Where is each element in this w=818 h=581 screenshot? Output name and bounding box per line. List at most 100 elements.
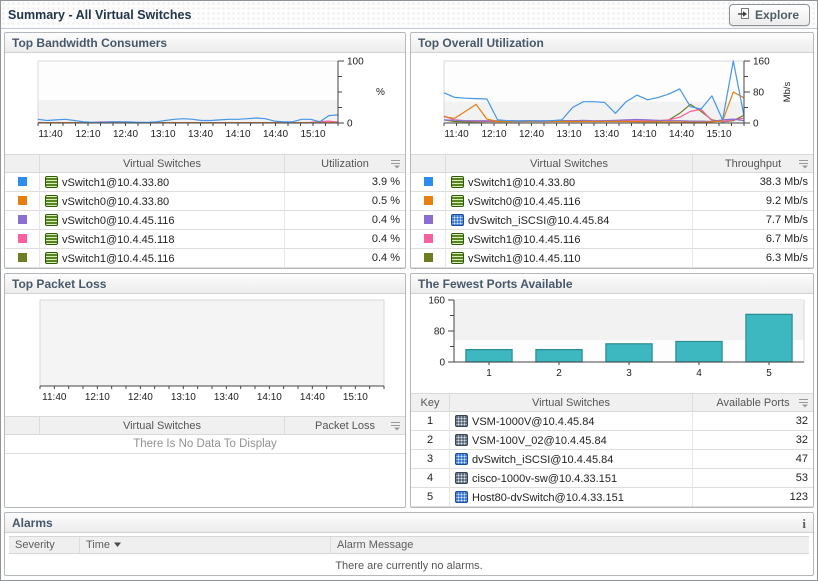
table-row[interactable]: vSwitch1@10.4.45.116 0.4 % xyxy=(5,248,405,268)
svg-text:13:10: 13:10 xyxy=(171,392,196,403)
svg-text:13:40: 13:40 xyxy=(594,129,619,140)
table-row[interactable]: 1 VSM-1000V@10.4.45.84 32 xyxy=(411,411,813,431)
vswitch-icon xyxy=(451,232,464,245)
svg-text:12:10: 12:10 xyxy=(481,129,506,140)
svg-text:0: 0 xyxy=(347,119,353,130)
vswitch-icon xyxy=(45,194,58,207)
table-row[interactable]: 2 VSM-100V_02@10.4.45.84 32 xyxy=(411,430,813,450)
row-value: 6.7 Mb/s xyxy=(692,229,813,249)
title-bar: Summary - All Virtual Switches Explore xyxy=(1,1,817,29)
column-header-virtual-switches: Virtual Switches xyxy=(39,416,285,435)
row-value: 0.5 % xyxy=(284,191,405,211)
switch-name[interactable]: vSwitch0@10.4.45.116 xyxy=(468,195,581,208)
row-key: 1 xyxy=(411,411,450,431)
row-value: 9.2 Mb/s xyxy=(692,191,813,211)
explore-button[interactable]: Explore xyxy=(728,3,810,26)
series-color-swatch xyxy=(17,177,27,186)
series-color-swatch xyxy=(423,234,433,243)
page-title: Summary - All Virtual Switches xyxy=(8,7,192,22)
svg-text:160: 160 xyxy=(753,57,770,68)
switch-name[interactable]: vSwitch0@10.4.33.80 xyxy=(62,195,170,208)
svg-text:4: 4 xyxy=(696,368,702,379)
switch-name[interactable]: vSwitch1@10.4.33.80 xyxy=(62,176,170,189)
row-key: 4 xyxy=(411,468,450,488)
switch-name[interactable]: vSwitch1@10.4.45.110 xyxy=(468,252,581,265)
switch-name[interactable]: dvSwitch_iSCSI@10.4.45.84 xyxy=(468,214,610,227)
switch-name[interactable]: VSM-100V_02@10.4.45.84 xyxy=(472,434,607,447)
switch-name[interactable]: cisco-1000v-sw@10.4.33.151 xyxy=(472,472,618,485)
switch-name[interactable]: vSwitch0@10.4.45.116 xyxy=(62,214,175,227)
svg-text:13:40: 13:40 xyxy=(214,392,239,403)
row-key: 5 xyxy=(411,487,450,507)
series-color-swatch xyxy=(17,196,27,205)
column-header-time[interactable]: Time xyxy=(79,536,331,554)
row-key: 2 xyxy=(411,430,450,450)
table-row[interactable]: vSwitch1@10.4.33.80 3.9 % xyxy=(5,172,405,192)
legend-column-header xyxy=(411,154,446,173)
switch-name[interactable]: vSwitch1@10.4.33.80 xyxy=(468,176,576,189)
series-color-swatch xyxy=(17,215,27,224)
svg-text:14:40: 14:40 xyxy=(263,129,288,140)
switch-name[interactable]: vSwitch1@10.4.45.116 xyxy=(62,252,175,265)
svg-text:12:40: 12:40 xyxy=(113,129,138,140)
column-header-virtual-switches: Virtual Switches xyxy=(39,154,285,173)
table-row[interactable]: vSwitch0@10.4.33.80 0.5 % xyxy=(5,191,405,211)
svg-text:12:40: 12:40 xyxy=(128,392,153,403)
vsm-switch-icon xyxy=(455,471,468,484)
table-row[interactable]: vSwitch1@10.4.33.80 38.3 Mb/s xyxy=(411,172,813,192)
panel-title: Top Packet Loss xyxy=(12,277,107,291)
explore-label: Explore xyxy=(754,7,799,22)
svg-text:12:40: 12:40 xyxy=(519,129,544,140)
table-row[interactable]: vSwitch0@10.4.45.116 0.4 % xyxy=(5,210,405,230)
no-data-message: There Is No Data To Display xyxy=(5,434,405,454)
svg-text:15:10: 15:10 xyxy=(343,392,368,403)
column-header-key: Key xyxy=(411,393,450,412)
table-customizer-icon[interactable] xyxy=(797,397,810,411)
alarms-body: Severity Time Alarm Message There are cu… xyxy=(5,533,813,575)
table-customizer-icon[interactable] xyxy=(389,420,402,434)
series-color-swatch xyxy=(17,234,27,243)
table-row[interactable]: vSwitch1@10.4.45.110 6.3 Mb/s xyxy=(411,248,813,268)
dvswitch-icon xyxy=(455,452,468,465)
svg-text:80: 80 xyxy=(434,327,446,338)
row-value: 38.3 Mb/s xyxy=(692,172,813,192)
row-value: 32 xyxy=(692,411,813,431)
legend-column-header xyxy=(5,154,40,173)
vswitch-icon xyxy=(45,251,58,264)
panel-title: Alarms xyxy=(12,516,53,530)
table-customizer-icon[interactable] xyxy=(797,158,810,172)
svg-text:%: % xyxy=(376,87,385,98)
switch-name[interactable]: vSwitch1@10.4.45.118 xyxy=(62,233,175,246)
switch-name[interactable]: vSwitch1@10.4.45.116 xyxy=(468,233,581,246)
switch-name[interactable]: Host80-dvSwitch@10.4.33.151 xyxy=(472,491,624,504)
table-row[interactable]: 3 dvSwitch_iSCSI@10.4.45.84 47 xyxy=(411,449,813,469)
dvswitch-icon xyxy=(451,213,464,226)
column-header-available-ports: Available Ports xyxy=(692,393,813,412)
series-color-swatch xyxy=(423,196,433,205)
panel-packet-loss: Top Packet Loss 11:40 12:10 12:40 13:10 13:4… xyxy=(4,273,406,508)
packet-loss-chart: 11:40 12:10 12:40 13:10 13:40 14:10 14:40 15:10 xyxy=(39,299,385,403)
info-icon[interactable]: i xyxy=(802,515,806,531)
switch-name[interactable]: VSM-1000V@10.4.45.84 xyxy=(472,415,595,428)
row-value: 53 xyxy=(692,468,813,488)
switch-name[interactable]: dvSwitch_iSCSI@10.4.45.84 xyxy=(472,453,614,466)
svg-text:Mb/s: Mb/s xyxy=(782,81,793,102)
column-header-packet-loss: Packet Loss xyxy=(284,416,405,435)
row-value: 0.4 % xyxy=(284,248,405,268)
table-row[interactable]: vSwitch1@10.4.45.116 6.7 Mb/s xyxy=(411,229,813,249)
table-row[interactable]: vSwitch1@10.4.45.118 0.4 % xyxy=(5,229,405,249)
row-value: 0.4 % xyxy=(284,229,405,249)
table-row[interactable]: dvSwitch_iSCSI@10.4.45.84 7.7 Mb/s xyxy=(411,210,813,230)
alarms-table: Severity Time Alarm Message There are cu… xyxy=(9,536,809,575)
panel-title: The Fewest Ports Available xyxy=(418,277,573,291)
panel-utilization: Top Overall Utilization 11:40 12:10 12:40 1… xyxy=(410,32,814,269)
table-row[interactable]: 4 cisco-1000v-sw@10.4.33.151 53 xyxy=(411,468,813,488)
table-row[interactable]: 5 Host80-dvSwitch@10.4.33.151 123 xyxy=(411,487,813,507)
row-value: 47 xyxy=(692,449,813,469)
column-header-throughput: Throughput xyxy=(692,154,813,173)
table-row[interactable]: vSwitch0@10.4.45.116 9.2 Mb/s xyxy=(411,191,813,211)
panel-fewest-ports: The Fewest Ports Available 1 2 3 4 5 160 80 0 K… xyxy=(410,273,814,508)
table-customizer-icon[interactable] xyxy=(389,158,402,172)
column-header-severity: Severity xyxy=(9,536,80,554)
svg-text:0: 0 xyxy=(753,119,759,130)
